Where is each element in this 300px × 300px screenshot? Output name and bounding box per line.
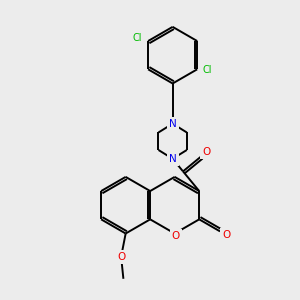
Text: N: N — [169, 154, 176, 164]
Text: O: O — [222, 230, 230, 240]
Text: N: N — [169, 154, 176, 164]
Text: O: O — [202, 147, 211, 157]
Text: Cl: Cl — [132, 33, 142, 43]
Text: N: N — [169, 119, 176, 129]
Text: O: O — [117, 252, 125, 262]
Text: O: O — [172, 231, 180, 241]
Text: N: N — [169, 119, 176, 129]
Text: Cl: Cl — [202, 65, 211, 76]
